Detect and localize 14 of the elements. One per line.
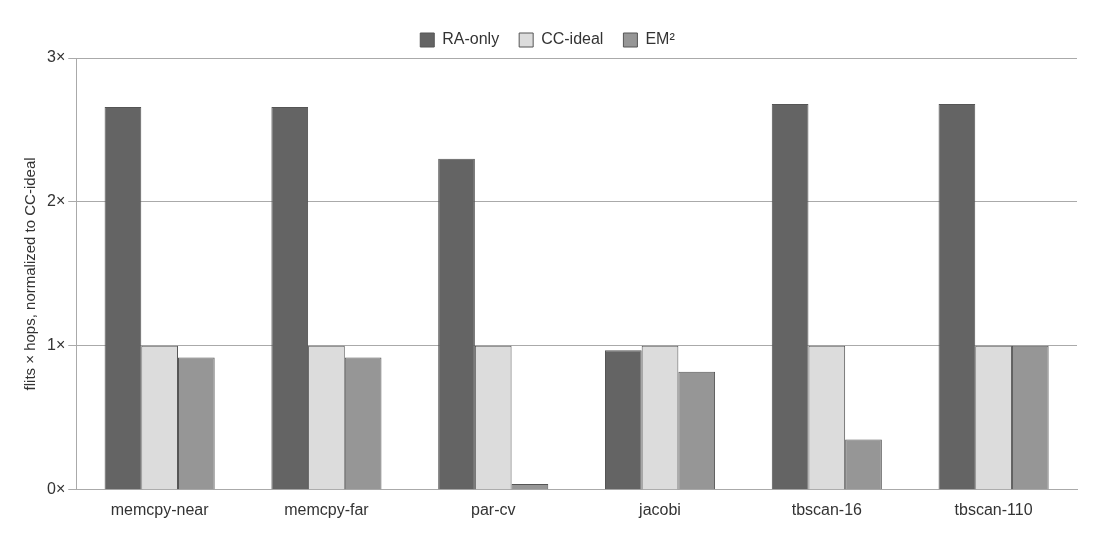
legend-label: EM² <box>645 30 676 48</box>
x-tick-label: par-cv <box>471 500 516 518</box>
x-tick-label: jacobi <box>638 500 681 518</box>
x-tick-label: tbscan-110 <box>954 500 1033 518</box>
y-tick-label: 3× <box>46 48 66 66</box>
y-tick-label: 2× <box>46 192 66 210</box>
y-axis-title: flits × hops, normalized to CC-ideal <box>21 157 39 391</box>
x-tick-label: memcpy-far <box>284 500 370 518</box>
y-tick-label: 0× <box>46 480 66 498</box>
x-tick-label: tbscan-16 <box>791 500 863 518</box>
legend-label: CC-ideal <box>541 30 604 48</box>
x-tick-label: memcpy-near <box>110 500 210 518</box>
legend-label: RA-only <box>442 30 500 48</box>
y-tick-label: 1× <box>46 336 66 354</box>
